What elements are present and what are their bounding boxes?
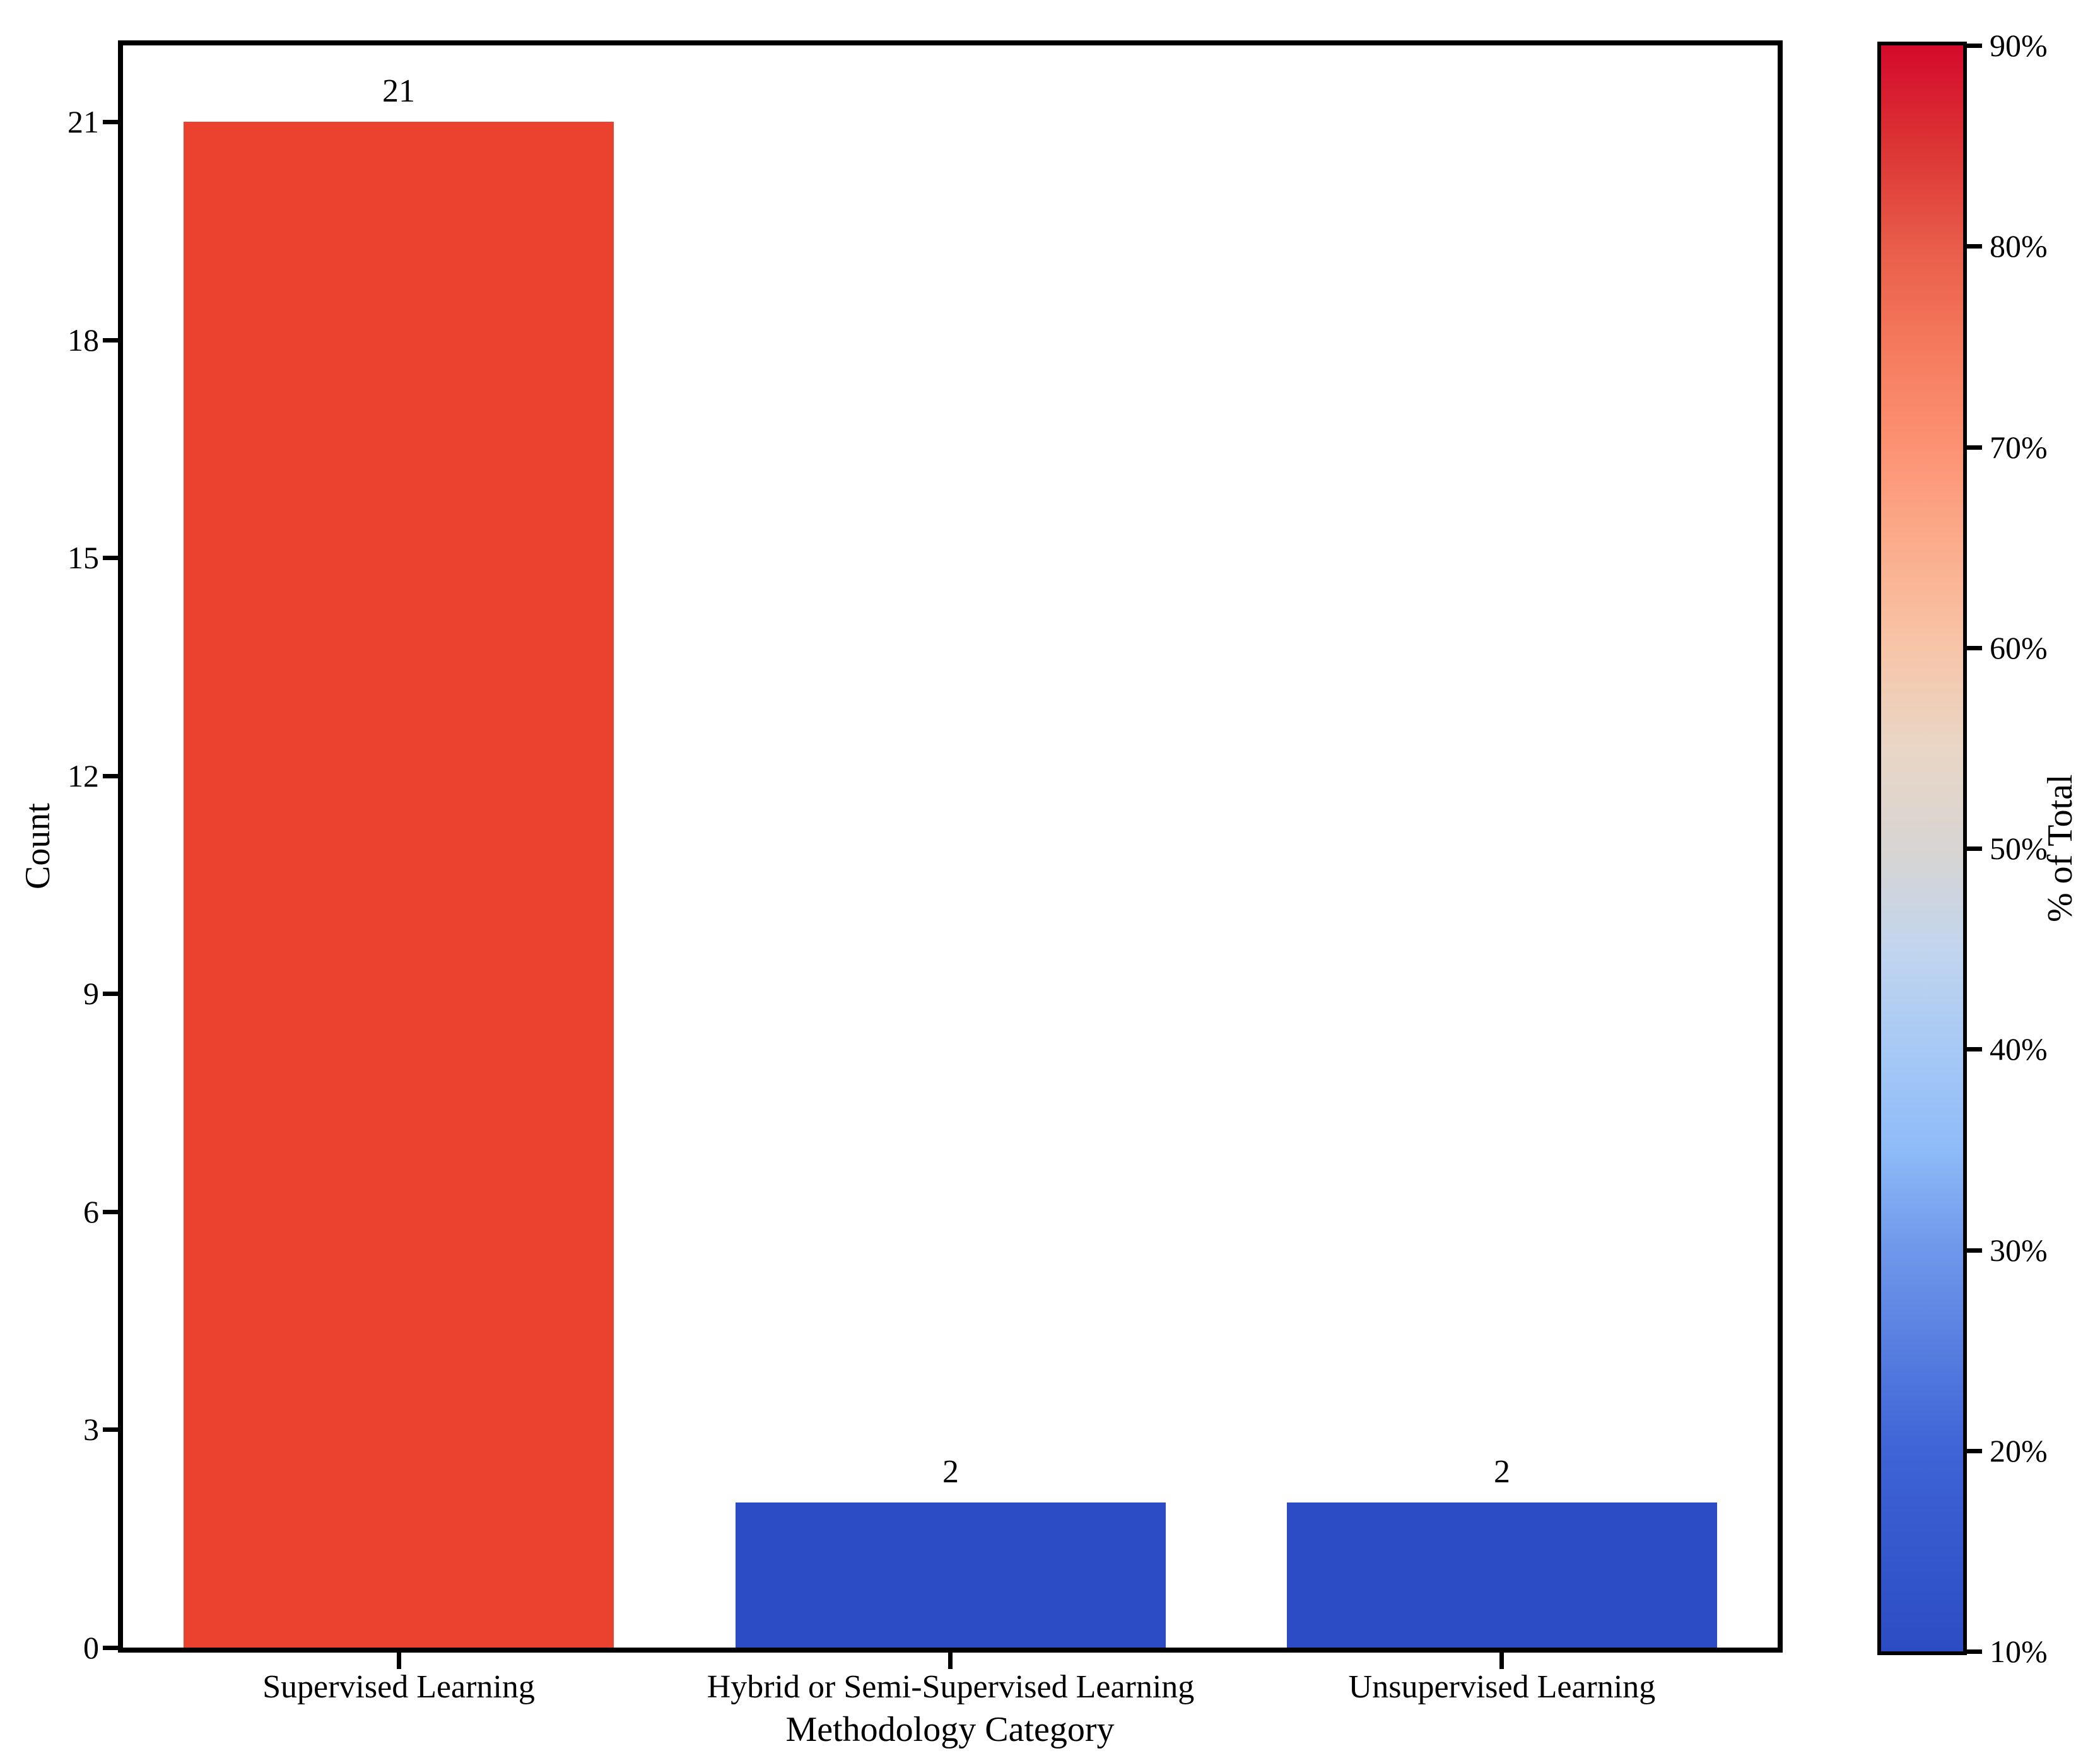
x-tick-mark [397, 1653, 401, 1669]
bar-value-label: 2 [942, 1454, 959, 1490]
y-tick-mark [103, 338, 118, 343]
y-tick-mark [103, 774, 118, 778]
x-axis-label: Methodology Category [785, 1710, 1115, 1749]
x-tick-label: Unsupervised Learning [1348, 1669, 1656, 1705]
bar-value-label: 21 [382, 73, 415, 109]
colorbar-tick-mark [1967, 244, 1982, 249]
bar-supervised-learning [184, 122, 614, 1648]
y-axis-label: Count [18, 803, 57, 890]
colorbar-tick-label: 60% [1990, 630, 2048, 665]
colorbar-label: % of Total [2041, 774, 2080, 923]
colorbar-tick-mark [1967, 1449, 1982, 1453]
bar-unsupervised-learning [1287, 1502, 1717, 1648]
bar-value-label: 2 [1494, 1454, 1510, 1490]
y-tick-mark [103, 1646, 118, 1650]
plot-area-box [118, 40, 1783, 1653]
x-tick-label: Hybrid or Semi-Supervised Learning [707, 1669, 1195, 1705]
x-tick-mark [1499, 1653, 1504, 1669]
colorbar-tick-mark [1967, 1047, 1982, 1051]
colorbar-tick-mark [1967, 1649, 1982, 1654]
colorbar [1877, 42, 1967, 1655]
colorbar-tick-mark [1967, 44, 1982, 48]
x-tick-mark [948, 1653, 953, 1669]
y-tick-mark [103, 556, 118, 560]
bar-hybrid-or-semi-supervised-learning [736, 1502, 1166, 1648]
y-tick-mark [103, 1427, 118, 1432]
y-tick-label: 9 [83, 976, 99, 1011]
colorbar-tick-label: 40% [1990, 1031, 2048, 1067]
colorbar-tick-mark [1967, 1248, 1982, 1253]
colorbar-tick-label: 80% [1990, 228, 2048, 264]
colorbar-tick-mark [1967, 646, 1982, 650]
colorbar-tick-label: 10% [1990, 1634, 2048, 1669]
y-tick-mark [103, 992, 118, 996]
colorbar-tick-mark [1967, 445, 1982, 450]
y-tick-label: 3 [83, 1412, 99, 1447]
colorbar-tick-label: 70% [1990, 430, 2048, 465]
y-tick-label: 18 [67, 322, 99, 358]
colorbar-tick-label: 30% [1990, 1233, 2048, 1268]
colorbar-tick-label: 20% [1990, 1433, 2048, 1468]
y-tick-label: 6 [83, 1194, 99, 1229]
colorbar-tick-mark [1967, 846, 1982, 851]
y-tick-mark [103, 1210, 118, 1214]
y-tick-label: 21 [67, 104, 99, 139]
y-tick-label: 12 [67, 758, 99, 794]
x-tick-label: Supervised Learning [262, 1669, 535, 1705]
y-tick-label: 15 [67, 540, 99, 575]
colorbar-tick-label: 50% [1990, 831, 2048, 866]
y-tick-mark [103, 120, 118, 124]
y-tick-label: 0 [83, 1630, 99, 1665]
colorbar-tick-label: 90% [1990, 28, 2048, 63]
